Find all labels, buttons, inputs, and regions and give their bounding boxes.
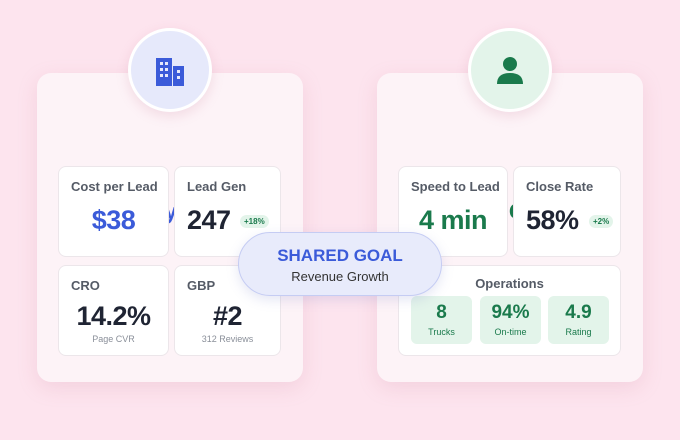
- tile-label: GBP: [187, 278, 216, 293]
- tile-value: 4 min: [418, 205, 488, 235]
- panel-label: Operations: [475, 276, 544, 291]
- person-icon: [468, 28, 552, 112]
- tile: Cost per Lead $38: [58, 166, 169, 257]
- tile: Close Rate 58% +2%: [513, 166, 621, 257]
- badge: +2%: [589, 215, 614, 228]
- badge: +18%: [240, 215, 269, 228]
- tile-note: Page CVR: [92, 334, 135, 344]
- ops-value: 94%: [491, 302, 530, 323]
- you-card: You Own Speed to Lead 4 min Close Rate 5…: [377, 73, 643, 382]
- icon: [497, 57, 523, 84]
- icon: [156, 58, 184, 86]
- ops-item: 8 Trucks: [411, 296, 472, 344]
- agency-card: Agency Owns Cost per Lead $38 Lead Gen 2…: [37, 73, 303, 382]
- tile-label: Close Rate: [526, 179, 594, 194]
- operations-panel: Operations 8 Trucks 94% On-time 4.9 Rating: [398, 265, 621, 356]
- ops-item: 94% On-time: [480, 296, 541, 344]
- tile-label: Lead Gen: [187, 179, 247, 194]
- ops-label: Rating: [565, 327, 592, 337]
- building-icon: [128, 28, 212, 112]
- tile-value: $38: [91, 205, 136, 235]
- tile-note: 312 Reviews: [201, 334, 254, 344]
- tile-label: Speed to Lead: [411, 179, 500, 194]
- shared-goal-pill: SHARED GOAL Revenue Growth: [238, 232, 442, 296]
- tile-value: 14.2%: [76, 301, 151, 331]
- ops-item: 4.9 Rating: [548, 296, 609, 344]
- pill-title: SHARED GOAL: [277, 246, 403, 265]
- pill-subtitle: Revenue Growth: [291, 269, 389, 284]
- ops-label: Trucks: [428, 327, 455, 337]
- ops-label: On-time: [494, 327, 527, 337]
- tile-value: 58%: [526, 205, 579, 235]
- tile-value: #2: [212, 301, 243, 331]
- ops-value: 4.9: [565, 302, 592, 323]
- tile-label: CRO: [71, 278, 100, 293]
- tile: Lead Gen 247 +18%: [174, 166, 281, 257]
- tile: CRO 14.2% Page CVR: [58, 265, 169, 356]
- tile-label: Cost per Lead: [71, 179, 158, 194]
- tile-value: 247: [187, 205, 231, 235]
- ops-value: 8: [436, 302, 447, 323]
